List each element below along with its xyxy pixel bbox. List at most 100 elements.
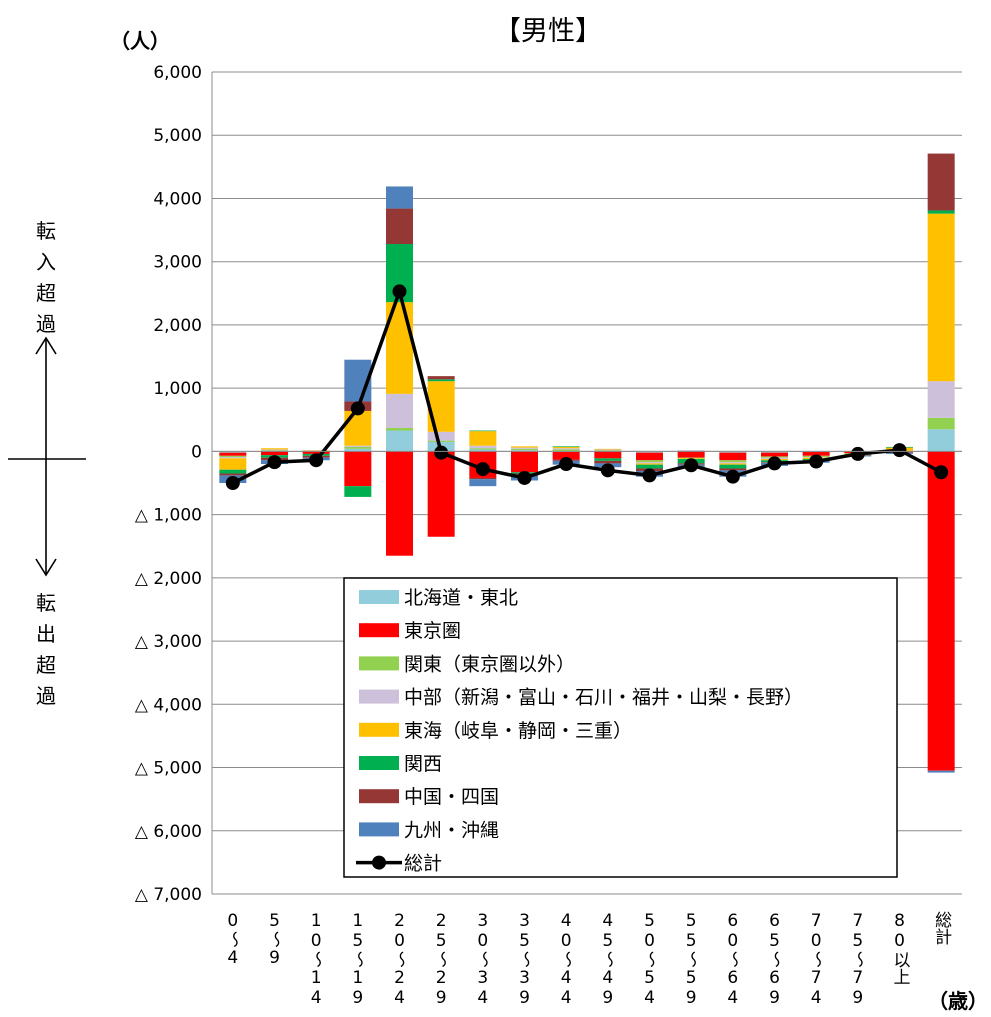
bar-segment <box>719 463 747 465</box>
x-tick-label: 40～44 <box>556 911 576 1008</box>
legend-swatch <box>359 590 399 604</box>
chart-title: 【男性】 <box>494 16 602 47</box>
bar-segment <box>219 473 247 476</box>
side-label-bottom-char: 出 <box>36 622 56 646</box>
legend-label: 東海（岐阜・静岡・三重） <box>404 720 632 742</box>
total-line <box>232 285 942 485</box>
bar-segment <box>344 446 372 449</box>
total-point <box>267 455 282 470</box>
bar-segment <box>594 451 622 459</box>
y-tick-label: △ 6,000 <box>135 822 202 842</box>
bar-segment <box>386 186 413 209</box>
bar-segment <box>719 452 747 461</box>
x-tick-label: 70～74 <box>806 911 826 1008</box>
bar-segment <box>469 430 497 432</box>
legend-swatch <box>359 689 399 704</box>
x-tick-label: 5～9 <box>265 911 285 968</box>
bar-segment <box>552 446 580 447</box>
bar-segment <box>636 464 663 469</box>
arrow-down-head <box>35 558 57 577</box>
total-point <box>392 284 407 299</box>
bar-segment <box>636 452 663 461</box>
legend-label: 関西 <box>404 753 442 775</box>
x-tick-label: 50～54 <box>640 911 660 1008</box>
bar-segment <box>219 451 247 453</box>
bar-segment <box>427 440 455 442</box>
bar-segment <box>927 417 955 430</box>
y-tick-label: △ 1,000 <box>135 506 202 526</box>
arrow-up-head <box>35 336 57 355</box>
legend-label: 関東（東京圏以外） <box>404 653 575 675</box>
total-point <box>559 457 574 472</box>
x-tick-label: 45～49 <box>598 911 618 1008</box>
y-tick-label: 3,000 <box>153 253 202 273</box>
bar-segment <box>636 451 663 453</box>
bar-segment <box>719 460 747 463</box>
bar-segment <box>344 410 372 446</box>
y-tick-label: △ 7,000 <box>135 885 202 905</box>
bar-segment <box>552 448 580 450</box>
bar-segment <box>219 457 247 459</box>
y-axis-tick-labels: 6,000 5,000 4,000 3,000 2,000 1,000 0 △ 1,000 △ … <box>135 63 202 905</box>
bar-segment <box>469 449 497 452</box>
total-point <box>934 465 949 480</box>
x-tick-label: 10～14 <box>306 911 326 1008</box>
total-point <box>600 463 615 478</box>
total-point <box>642 468 657 483</box>
x-tick-label: 20～24 <box>390 911 410 1008</box>
y-tick-label: △ 3,000 <box>135 632 202 652</box>
legend-swatch <box>359 822 399 837</box>
stacked-bars <box>219 153 955 773</box>
bar-segment <box>594 460 622 464</box>
legend-box <box>343 577 898 878</box>
bar-segment <box>344 451 372 487</box>
y-tick-label: 2,000 <box>153 316 202 336</box>
x-tick-label: 総計 <box>931 911 952 945</box>
y-tick-label: 5,000 <box>153 126 202 146</box>
total-point <box>850 446 865 461</box>
bar-segment <box>469 479 497 487</box>
x-tick-label: 65～69 <box>765 911 785 1008</box>
bar-segment <box>427 451 455 537</box>
legend-label: 北海道・東北 <box>404 587 518 609</box>
bar-segment <box>927 210 955 214</box>
bar-segment <box>927 429 955 452</box>
bar-segment <box>927 770 955 773</box>
bar-segment <box>511 446 538 448</box>
total-point <box>809 454 824 469</box>
legend-swatch <box>359 623 399 638</box>
bar-segment <box>594 448 622 450</box>
bar-segment <box>677 450 705 451</box>
bar-segment <box>469 448 497 450</box>
bar-segment <box>386 427 413 431</box>
legend-total-marker <box>372 855 386 870</box>
side-label-top-char: 過 <box>36 312 56 336</box>
bar-segment <box>261 451 288 456</box>
legend-label: 総計 <box>404 853 442 875</box>
legend-swatch <box>359 722 399 737</box>
bar-segment <box>427 376 455 380</box>
bar-segment <box>344 445 372 447</box>
bar-segment <box>344 448 372 452</box>
total-point <box>725 469 740 484</box>
bar-segment <box>761 452 788 457</box>
total-point <box>517 470 532 485</box>
x-tick-label: 60～64 <box>723 911 743 1008</box>
bar-segment <box>511 447 538 449</box>
bar-segment <box>261 448 288 450</box>
side-label-top-char: 転 <box>36 219 56 243</box>
bar-segment <box>386 430 413 452</box>
bar-segment <box>719 462 747 464</box>
bar-segment <box>219 458 247 470</box>
x-tick-label: 25～29 <box>431 911 451 1008</box>
bar-segment <box>594 449 622 451</box>
x-unit-label: （歳） <box>928 989 988 1013</box>
x-tick-label: 30～34 <box>473 911 493 1008</box>
side-label-bottom-char: 過 <box>36 684 56 708</box>
bar-segment <box>719 468 747 471</box>
total-point <box>684 458 699 473</box>
legend-label: 中部（新潟・富山・石川・福井・山梨・長野） <box>404 687 803 709</box>
bar-segment <box>511 450 538 452</box>
